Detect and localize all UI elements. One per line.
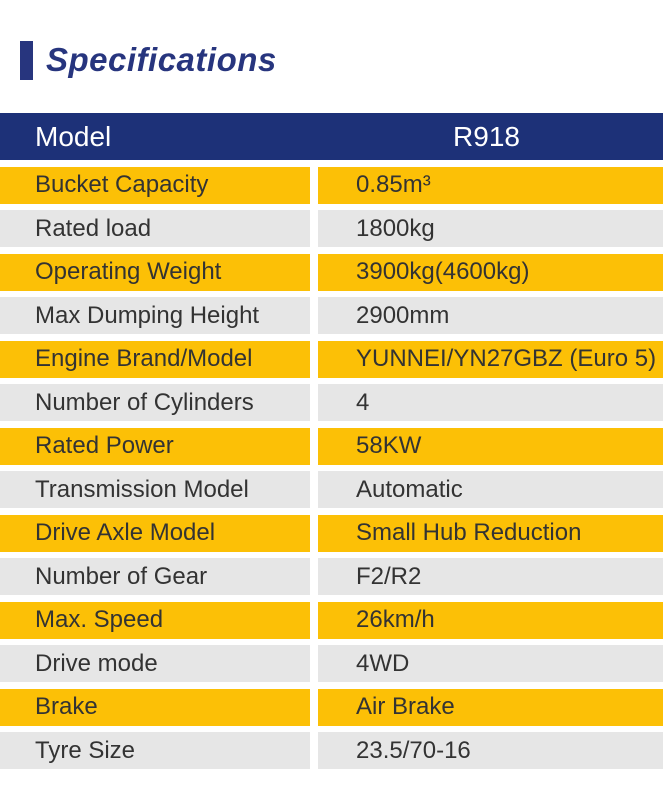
spec-label: Engine Brand/Model (0, 340, 310, 378)
spec-value: 4 (318, 384, 663, 421)
specifications-table: Model R918 Bucket Capacity 0.85m³ Rated … (0, 113, 663, 769)
spec-label: Brake (0, 688, 310, 726)
spec-label: Tyre Size (0, 732, 310, 769)
page-title: Specifications (46, 41, 277, 78)
spec-row: Tyre Size 23.5/70-16 (0, 732, 663, 769)
title-accent-bar (20, 40, 33, 80)
spec-label: Max. Speed (0, 601, 310, 639)
spec-value: 2900mm (318, 297, 663, 334)
spec-label: Drive Axle Model (0, 514, 310, 552)
spec-value: 58KW (318, 427, 663, 465)
spec-row: Drive Axle Model Small Hub Reduction (0, 514, 663, 552)
spec-label: Bucket Capacity (0, 166, 310, 204)
section-header: Specifications (0, 0, 663, 80)
spec-label: Rated Power (0, 427, 310, 465)
spec-value: 23.5/70-16 (318, 732, 663, 769)
spec-row: Number of Gear F2/R2 (0, 558, 663, 595)
spec-row: Max Dumping Height 2900mm (0, 297, 663, 334)
spec-label: Number of Gear (0, 558, 310, 595)
spec-row: Engine Brand/Model YUNNEI/YN27GBZ (Euro … (0, 340, 663, 378)
table-header-model-label: Model (35, 120, 112, 152)
spec-row: Max. Speed 26km/h (0, 601, 663, 639)
spec-row: Rated Power 58KW (0, 427, 663, 465)
spec-value: 0.85m³ (318, 166, 663, 204)
spec-row: Number of Cylinders 4 (0, 384, 663, 421)
spec-value: F2/R2 (318, 558, 663, 595)
spec-row: Brake Air Brake (0, 688, 663, 726)
spec-row: Drive mode 4WD (0, 645, 663, 682)
spec-value: 26km/h (318, 601, 663, 639)
spec-value: Automatic (318, 471, 663, 508)
spec-label: Max Dumping Height (0, 297, 310, 334)
spec-value: 3900kg(4600kg) (318, 253, 663, 291)
spec-value: 1800kg (318, 210, 663, 247)
spec-value: Air Brake (318, 688, 663, 726)
spec-label: Transmission Model (0, 471, 310, 508)
spec-value: YUNNEI/YN27GBZ (Euro 5) (318, 340, 663, 378)
table-header-row: Model R918 (0, 113, 663, 160)
spec-label: Rated load (0, 210, 310, 247)
spec-value: 4WD (318, 645, 663, 682)
spec-label: Drive mode (0, 645, 310, 682)
spec-row: Transmission Model Automatic (0, 471, 663, 508)
table-header-model-value: R918 (453, 120, 520, 152)
spec-value: Small Hub Reduction (318, 514, 663, 552)
spec-label: Operating Weight (0, 253, 310, 291)
spec-row: Bucket Capacity 0.85m³ (0, 166, 663, 204)
spec-row: Operating Weight 3900kg(4600kg) (0, 253, 663, 291)
spec-row: Rated load 1800kg (0, 210, 663, 247)
spec-label: Number of Cylinders (0, 384, 310, 421)
